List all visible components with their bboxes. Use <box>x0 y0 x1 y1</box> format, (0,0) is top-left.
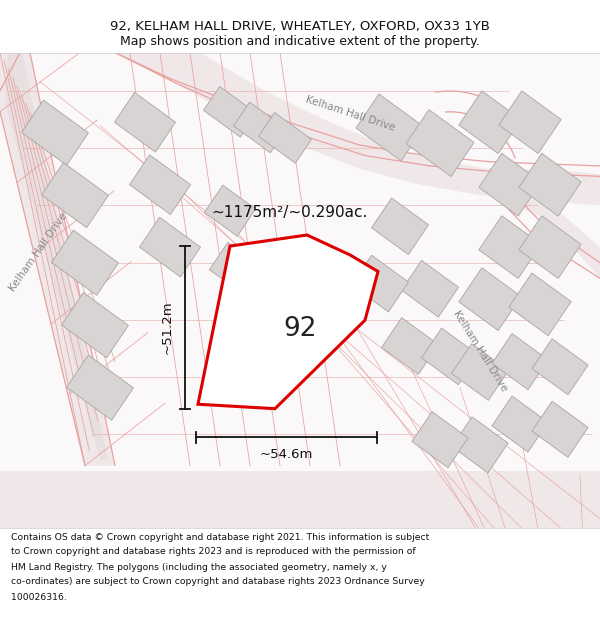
Polygon shape <box>371 198 428 254</box>
Polygon shape <box>532 401 588 458</box>
Polygon shape <box>401 261 458 317</box>
Polygon shape <box>139 217 200 277</box>
Polygon shape <box>430 169 600 278</box>
Polygon shape <box>5 52 108 461</box>
Polygon shape <box>382 318 439 374</box>
Polygon shape <box>509 273 571 336</box>
Polygon shape <box>203 86 256 138</box>
Polygon shape <box>499 91 561 154</box>
Text: 100026316.: 100026316. <box>11 592 67 601</box>
Polygon shape <box>22 100 88 165</box>
Text: Kelham Hall Drive: Kelham Hall Drive <box>7 211 69 292</box>
Polygon shape <box>519 216 581 279</box>
Polygon shape <box>492 334 548 389</box>
Polygon shape <box>115 52 600 206</box>
Text: co-ordinates) are subject to Crown copyright and database rights 2023 Ordnance S: co-ordinates) are subject to Crown copyr… <box>11 578 425 586</box>
Polygon shape <box>198 235 378 409</box>
Polygon shape <box>209 242 260 294</box>
Polygon shape <box>130 155 191 214</box>
Text: Kelham Hall Drive: Kelham Hall Drive <box>304 94 396 132</box>
Polygon shape <box>479 216 541 279</box>
Polygon shape <box>459 91 521 154</box>
Polygon shape <box>41 162 109 228</box>
Bar <box>0 471 600 528</box>
Polygon shape <box>452 417 508 473</box>
Polygon shape <box>62 292 128 357</box>
Polygon shape <box>492 396 548 452</box>
Polygon shape <box>532 339 588 395</box>
Polygon shape <box>67 355 133 420</box>
Text: ~54.6m: ~54.6m <box>260 448 313 461</box>
Text: ~51.2m: ~51.2m <box>161 301 173 354</box>
Text: 92: 92 <box>283 316 317 342</box>
Text: ~1175m²/~0.290ac.: ~1175m²/~0.290ac. <box>212 206 368 221</box>
Text: Kelham Hall Drive: Kelham Hall Drive <box>451 309 509 393</box>
Polygon shape <box>479 153 541 216</box>
Polygon shape <box>412 412 468 468</box>
Polygon shape <box>422 328 478 385</box>
Polygon shape <box>406 109 474 176</box>
Polygon shape <box>115 92 176 152</box>
Polygon shape <box>356 94 424 161</box>
Polygon shape <box>52 230 118 296</box>
Polygon shape <box>519 153 581 216</box>
Text: HM Land Registry. The polygons (including the associated geometry, namely x, y: HM Land Registry. The polygons (includin… <box>11 562 386 571</box>
Polygon shape <box>452 344 508 401</box>
Polygon shape <box>459 268 521 331</box>
Polygon shape <box>205 185 256 236</box>
Polygon shape <box>233 102 286 152</box>
Text: 92, KELHAM HALL DRIVE, WHEATLEY, OXFORD, OX33 1YB: 92, KELHAM HALL DRIVE, WHEATLEY, OXFORD,… <box>110 20 490 32</box>
Polygon shape <box>259 112 311 163</box>
Text: Contains OS data © Crown copyright and database right 2021. This information is : Contains OS data © Crown copyright and d… <box>11 532 429 541</box>
Polygon shape <box>352 255 409 312</box>
Polygon shape <box>0 52 115 466</box>
Text: to Crown copyright and database rights 2023 and is reproduced with the permissio: to Crown copyright and database rights 2… <box>11 548 415 556</box>
Text: Map shows position and indicative extent of the property.: Map shows position and indicative extent… <box>120 35 480 48</box>
